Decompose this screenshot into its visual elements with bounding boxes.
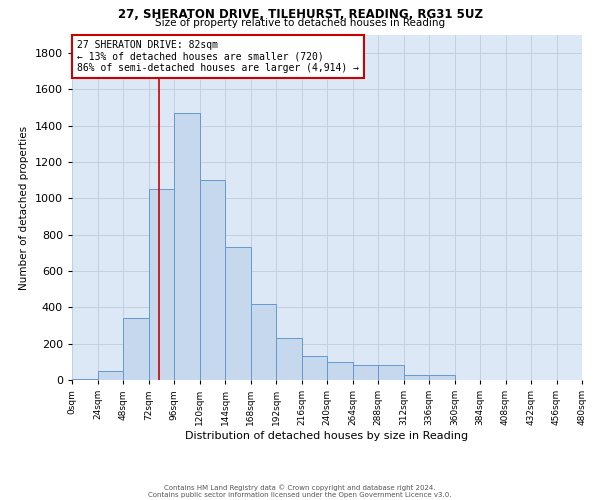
Text: Contains public sector information licensed under the Open Government Licence v3: Contains public sector information licen…: [148, 492, 452, 498]
Bar: [429, 375, 455, 380]
Bar: [353, 366, 378, 380]
Bar: [225, 248, 251, 380]
Bar: [276, 338, 302, 380]
Bar: [378, 366, 404, 380]
Y-axis label: Number of detached properties: Number of detached properties: [19, 126, 29, 290]
Bar: [251, 304, 276, 380]
Bar: [302, 356, 327, 380]
Text: 27, SHERATON DRIVE, TILEHURST, READING, RG31 5UZ: 27, SHERATON DRIVE, TILEHURST, READING, …: [118, 8, 482, 20]
Bar: [174, 113, 199, 380]
Bar: [327, 362, 353, 380]
Text: Contains HM Land Registry data © Crown copyright and database right 2024.: Contains HM Land Registry data © Crown c…: [164, 484, 436, 491]
Bar: [149, 190, 174, 380]
Bar: [199, 180, 225, 380]
Text: 27 SHERATON DRIVE: 82sqm
← 13% of detached houses are smaller (720)
86% of semi-: 27 SHERATON DRIVE: 82sqm ← 13% of detach…: [77, 40, 359, 74]
X-axis label: Distribution of detached houses by size in Reading: Distribution of detached houses by size …: [185, 431, 469, 441]
Bar: [97, 371, 123, 380]
Bar: [404, 375, 429, 380]
Text: Size of property relative to detached houses in Reading: Size of property relative to detached ho…: [155, 18, 445, 28]
Bar: [72, 379, 97, 380]
Bar: [123, 318, 149, 380]
